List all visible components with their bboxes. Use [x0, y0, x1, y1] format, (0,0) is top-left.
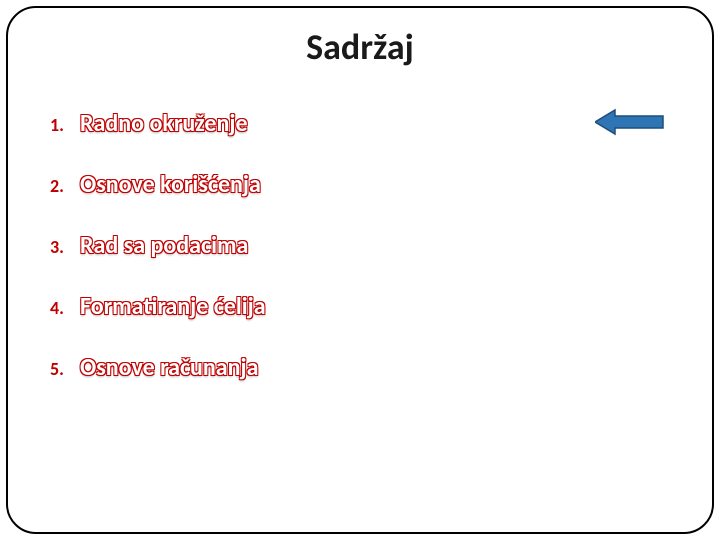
item-number: 2. — [50, 175, 80, 197]
slide-content: Sadržaj 1. Radno okruženje 2. Osnove kor… — [0, 0, 720, 540]
item-number: 3. — [50, 236, 80, 258]
item-text: Osnove računanja — [80, 353, 259, 382]
item-text: Osnove korišćenja — [80, 170, 261, 199]
list-item: 2. Osnove korišćenja — [50, 170, 670, 199]
item-text: Formatiranje ćelija — [80, 292, 266, 321]
item-number: 4. — [50, 297, 80, 319]
item-number: 1. — [50, 114, 80, 136]
item-number: 5. — [50, 358, 80, 380]
list-item: 5. Osnove računanja — [50, 353, 670, 382]
list-item: 4. Formatiranje ćelija — [50, 292, 670, 321]
item-text: Radno okruženje — [80, 109, 248, 138]
list-item: 3. Rad sa podacima — [50, 231, 670, 260]
pointer-arrow-icon — [595, 108, 665, 136]
toc-list: 1. Radno okruženje 2. Osnove korišćenja … — [50, 109, 670, 382]
item-text: Rad sa podacima — [80, 231, 248, 260]
list-item: 1. Radno okruženje — [50, 109, 670, 138]
page-title: Sadržaj — [50, 25, 670, 69]
